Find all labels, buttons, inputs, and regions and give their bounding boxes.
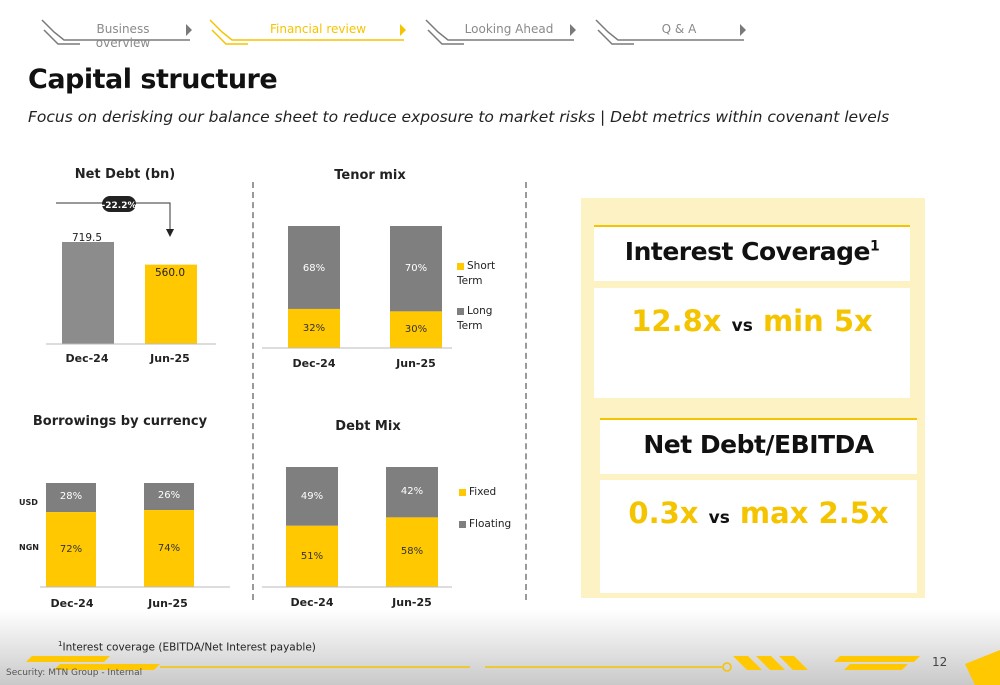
- tenor-legend-short: Short Term: [457, 260, 496, 287]
- borrow-label-jun25-usd: 26%: [157, 490, 181, 501]
- borrow-bar-dec24-ngn: [46, 512, 96, 587]
- borrow-bar-jun25-usd: [144, 483, 194, 511]
- net-debt-ebitda-box: 0.3x vs max 2.5x: [600, 480, 917, 593]
- security-label: Security: MTN Group - Internal: [6, 668, 143, 678]
- net-debt-bar-jun25: [145, 264, 197, 344]
- tenor-mix-title: Tenor mix: [334, 168, 406, 183]
- debtmix-bar-jun25-fixed: [386, 517, 438, 587]
- interest-coverage-value: 12.8x vs min 5x: [631, 304, 873, 338]
- borrow-tick-jun25: Jun-25: [148, 597, 188, 610]
- tenor-bar-dec24-long: [288, 226, 340, 309]
- debtmix-label-dec24-fixed: 51%: [300, 551, 324, 562]
- net-debt-ebitda-value: 0.3x vs max 2.5x: [628, 496, 889, 530]
- tenor-tick-jun25: Jun-25: [396, 357, 436, 370]
- tenor-bar-dec24-short: [288, 308, 340, 348]
- net-debt-chart: -22.2%: [46, 196, 216, 345]
- tenor-label-dec24-short: 32%: [302, 323, 326, 334]
- tab-financial-review[interactable]: Financial review: [208, 18, 412, 48]
- tenor-mix-chart: [262, 226, 452, 349]
- tab-label: Looking Ahead: [464, 22, 554, 36]
- borrow-label-dec24-usd: 28%: [59, 491, 83, 502]
- borrow-label-dec24-ngn: 72%: [59, 544, 83, 555]
- tab-frame-icon: [425, 19, 576, 45]
- legend-swatch-icon: [459, 520, 466, 528]
- debt-mix-title: Debt Mix: [335, 419, 401, 434]
- footnote: 1Interest coverage (EBITDA/Net Interest …: [58, 640, 316, 654]
- debtmix-bar-jun25-floating: [386, 467, 438, 518]
- debtmix-tick-dec24: Dec-24: [290, 596, 334, 609]
- net-debt-value-jun25: 560.0: [154, 267, 186, 279]
- legend-swatch-icon: [457, 262, 464, 270]
- interest-coverage-title: Interest Coverage1: [624, 237, 880, 266]
- debtmix-label-dec24-floating: 49%: [300, 491, 324, 502]
- tenor-tick-dec24: Dec-24: [292, 357, 336, 370]
- change-badge-bg: [102, 196, 136, 212]
- footer-band: [0, 610, 1000, 685]
- tenor-legend-long: Long Term: [457, 305, 493, 332]
- tenor-bar-jun25-long: [390, 226, 442, 312]
- net-debt-tick-dec24: Dec-24: [65, 352, 109, 365]
- net-debt-ebitda-header: Net Debt/EBITDA: [600, 418, 917, 474]
- borrowings-chart: [40, 483, 230, 588]
- debtmix-legend-floating: Floating: [459, 518, 511, 530]
- row-label-ngn: NGN: [19, 543, 39, 552]
- footer-decoration-icon: [26, 650, 1000, 685]
- borrow-tick-dec24: Dec-24: [50, 597, 94, 610]
- net-debt-ebitda-title: Net Debt/EBITDA: [643, 430, 874, 459]
- tab-label: Financial review: [269, 22, 367, 36]
- borrow-bar-dec24-usd: [46, 483, 96, 513]
- debtmix-bar-dec24-fixed: [286, 525, 338, 587]
- page-title: Capital structure: [28, 64, 278, 95]
- net-debt-value-dec24: 719.5: [71, 232, 103, 244]
- tab-frame-icon: [595, 19, 746, 45]
- legend-swatch-icon: [457, 307, 464, 315]
- tenor-label-jun25-short: 30%: [404, 324, 428, 335]
- borrow-label-jun25-ngn: 74%: [157, 543, 181, 554]
- interest-coverage-box: 12.8x vs min 5x: [594, 288, 910, 398]
- debtmix-label-jun25-floating: 42%: [400, 486, 424, 497]
- page-subtitle: Focus on derisking our balance sheet to …: [28, 108, 890, 126]
- net-debt-title: Net Debt (bn): [74, 167, 176, 182]
- row-label-usd: USD: [19, 498, 38, 507]
- net-debt-bar-dec24: [62, 242, 114, 344]
- tab-frame-icon: [209, 19, 406, 45]
- change-arrow-icon: [166, 229, 174, 237]
- change-arrow-line: [56, 202, 171, 233]
- tab-business-overview[interactable]: Business overview: [40, 18, 198, 50]
- tenor-label-dec24-long: 68%: [302, 263, 326, 274]
- metrics-panel: Interest Coverage1 12.8x vs min 5x Net D…: [581, 198, 925, 598]
- divider-left: [252, 182, 254, 600]
- debtmix-label-jun25-fixed: 58%: [400, 546, 424, 557]
- debt-mix-chart: [262, 467, 452, 588]
- legend-swatch-icon: [459, 488, 466, 496]
- tenor-bar-jun25-short: [390, 311, 442, 348]
- tab-looking-ahead[interactable]: Looking Ahead: [424, 18, 582, 48]
- debtmix-tick-jun25: Jun-25: [392, 596, 432, 609]
- tab-q-and-a[interactable]: Q & A: [594, 18, 752, 48]
- debtmix-legend-fixed: Fixed: [459, 486, 496, 498]
- change-badge: -22.2%: [102, 201, 137, 211]
- tenor-label-jun25-long: 70%: [404, 263, 428, 274]
- borrowings-title: Borrowings by currency: [32, 414, 208, 429]
- net-debt-tick-jun25: Jun-25: [150, 352, 190, 365]
- divider-right: [525, 182, 527, 600]
- debtmix-bar-dec24-floating: [286, 467, 338, 526]
- borrow-bar-jun25-ngn: [144, 510, 194, 587]
- interest-coverage-header: Interest Coverage1: [594, 225, 910, 281]
- tab-label: Q & A: [661, 22, 697, 36]
- tab-frame-icon: [41, 19, 192, 45]
- page-number: 12: [932, 655, 948, 669]
- tab-label: Business overview: [95, 22, 151, 50]
